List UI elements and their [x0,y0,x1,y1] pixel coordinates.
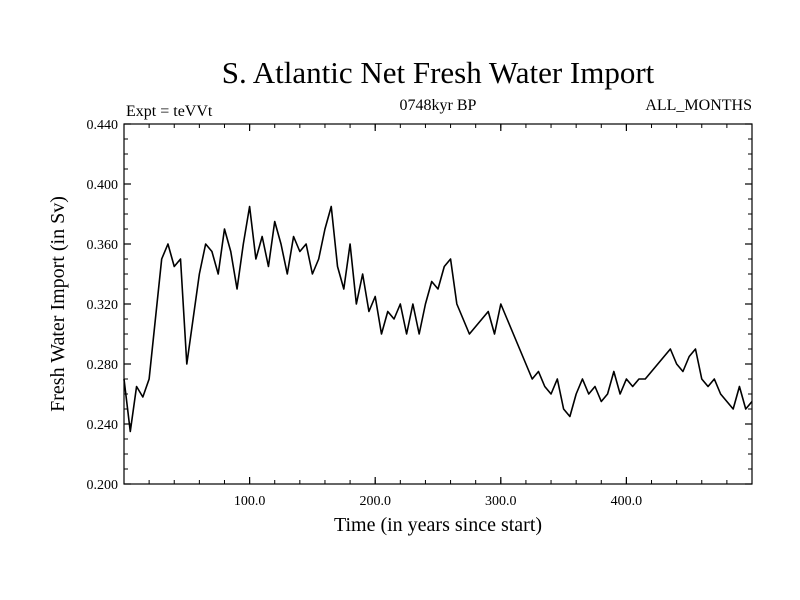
x-tick-label: 300.0 [485,494,517,509]
y-tick-label: 0.360 [87,238,119,253]
y-tick-label: 0.400 [87,178,119,193]
x-axis-ticks: 100.0 200.0 300.0 400.0 [148,124,728,509]
y-tick-label: 0.200 [87,478,119,493]
x-tick-label: 400.0 [611,494,643,509]
x-tick-label: 100.0 [234,494,266,509]
y-axis-label: Fresh Water Import (in Sv) [47,196,69,412]
y-tick-label: 0.320 [87,298,119,313]
months-label: ALL_MONTHS [645,97,752,114]
y-tick-label: 0.280 [87,358,119,373]
period-label: 0748kyr BP [400,97,477,114]
y-axis-ticks: 0.200 0.240 0.280 0.320 0.360 0.400 0.440 [87,118,752,493]
plot-frame [123,123,753,485]
experiment-label: Expt = teVVt [126,103,213,120]
x-tick-label: 200.0 [359,494,391,509]
y-tick-label: 0.240 [87,418,119,433]
chart-title: S. Atlantic Net Fresh Water Import [222,55,655,90]
y-tick-label: 0.440 [87,118,119,133]
x-axis-label: Time (in years since start) [334,514,542,536]
series-line [123,205,753,433]
